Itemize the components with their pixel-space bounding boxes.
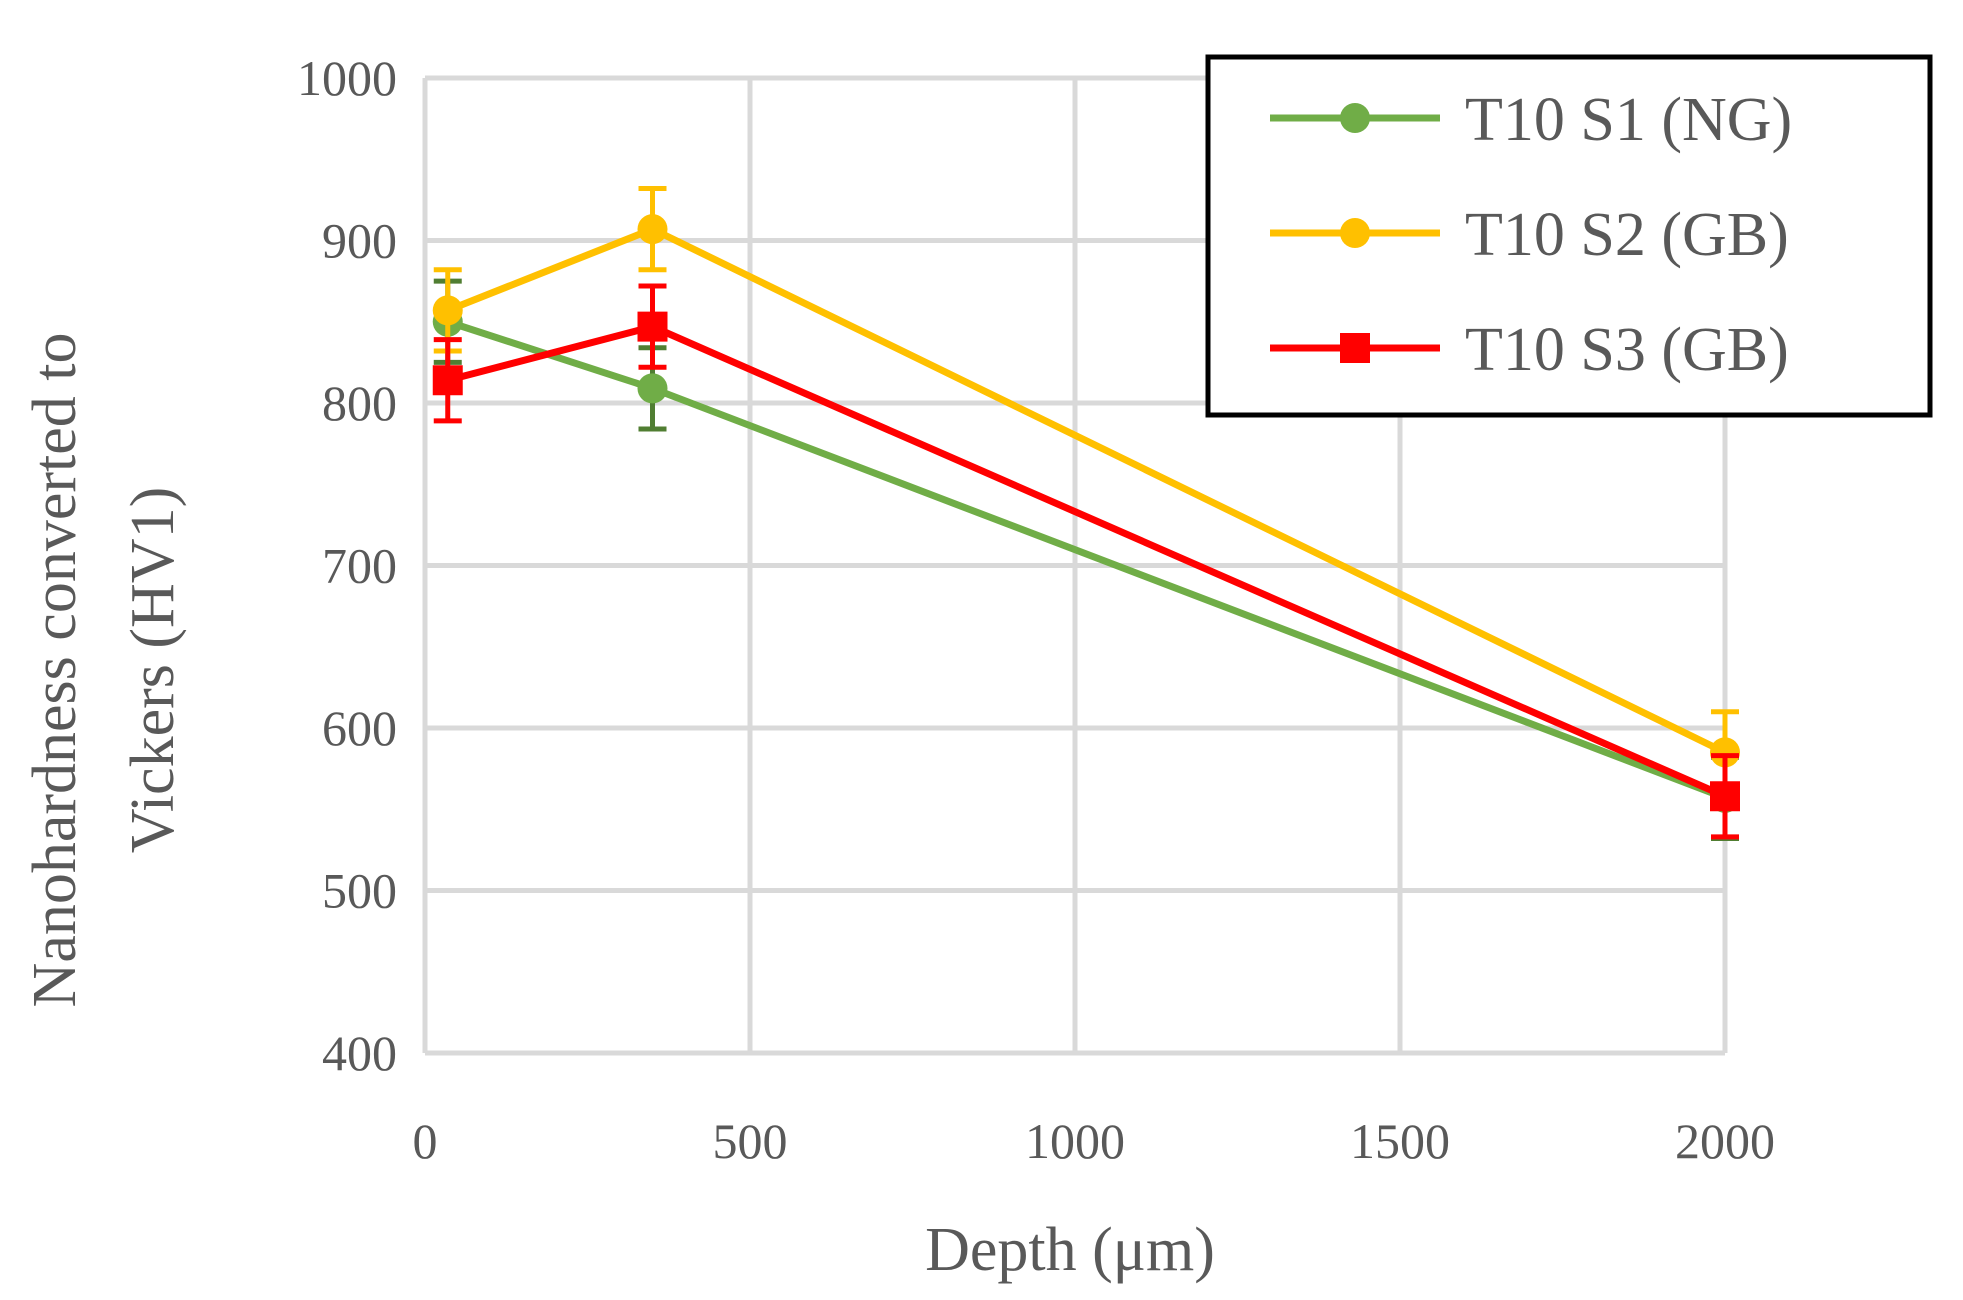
data-point — [1710, 781, 1740, 812]
x-tick-label: 1500 — [1350, 1113, 1450, 1169]
y-tick-label: 800 — [322, 375, 397, 431]
legend-swatch-marker — [1340, 103, 1370, 133]
data-point — [637, 214, 668, 245]
x-tick-label: 0 — [413, 1113, 438, 1169]
x-tick-label: 2000 — [1675, 1113, 1775, 1169]
series-3 — [432, 283, 1740, 840]
y-tick-label: 1000 — [297, 50, 397, 106]
y-tick-label: 900 — [322, 213, 397, 269]
x-tick-label: 500 — [713, 1113, 788, 1169]
y-tick-label: 500 — [322, 863, 397, 919]
x-tick-label: 1000 — [1025, 1113, 1125, 1169]
legend-label: T10 S1 (NG) — [1465, 86, 1792, 154]
data-point — [1710, 737, 1740, 768]
legend-swatch-marker — [1340, 218, 1370, 248]
data-point — [432, 295, 463, 326]
y-tick-label: 700 — [322, 538, 397, 594]
x-axis-ticks: 0 500 1000 1500 2000 — [413, 1113, 1776, 1169]
data-point — [637, 311, 668, 342]
y-axis-title-line-1: Nanohardness converted to — [21, 333, 89, 1008]
legend-swatch-marker — [1340, 333, 1370, 363]
legend-label: T10 S3 (GB) — [1465, 316, 1789, 384]
legend-item-1: T10 S1 (NG) — [1270, 86, 1792, 154]
y-axis-title-line-2: Vickers (HV1) — [119, 487, 187, 853]
y-tick-label: 400 — [322, 1025, 397, 1081]
data-point — [637, 373, 668, 404]
legend-item-3: T10 S3 (GB) — [1270, 316, 1789, 384]
y-axis-ticks: 400 500 600 700 800 900 1000 — [297, 50, 397, 1081]
data-point — [432, 365, 463, 396]
series — [432, 186, 1740, 841]
legend: T10 S1 (NG) T10 S2 (GB) T10 S3 (GB) — [1205, 54, 1933, 418]
legend-item-2: T10 S2 (GB) — [1270, 201, 1789, 269]
y-axis-title: Nanohardness converted to Vickers (HV1) — [21, 333, 187, 1008]
x-axis-title: Depth (μm) — [925, 1216, 1215, 1284]
y-tick-label: 600 — [322, 700, 397, 756]
legend-label: T10 S2 (GB) — [1465, 201, 1789, 269]
